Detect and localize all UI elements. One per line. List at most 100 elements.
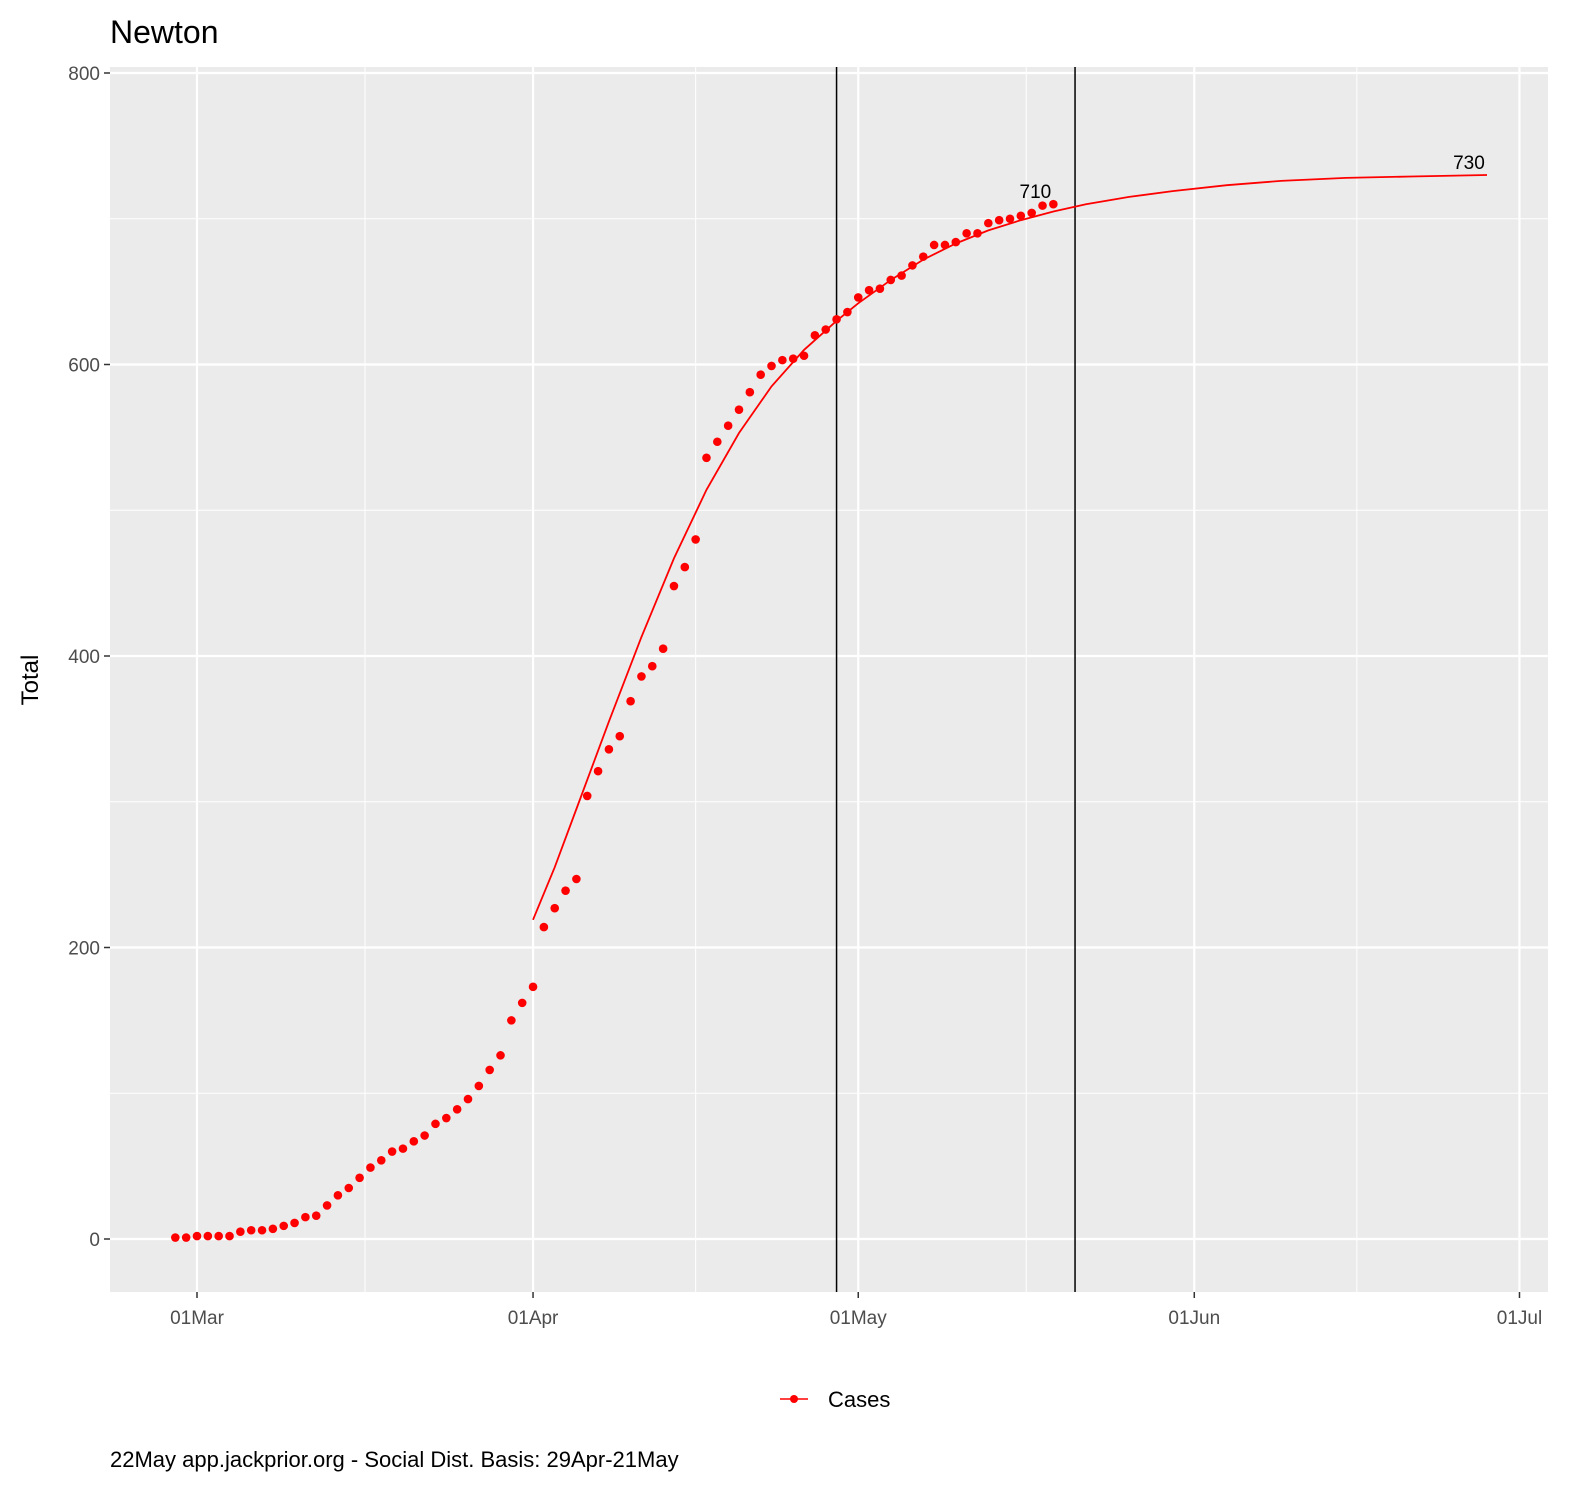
data-point	[788, 354, 798, 363]
y-tick-label: 800	[68, 64, 100, 85]
caption: 22May app.jackprior.org - Social Dist. B…	[110, 1447, 679, 1472]
y-tick-label: 400	[68, 647, 100, 668]
x-tick-label: 01Jul	[1497, 1308, 1542, 1329]
data-point	[1016, 211, 1026, 221]
data-point	[225, 1231, 234, 1241]
data-point	[908, 261, 917, 270]
plot-panel	[110, 67, 1548, 1292]
annotation-label: 710	[1020, 182, 1052, 203]
data-point	[246, 1225, 256, 1235]
data-point	[1049, 199, 1058, 209]
data-point	[301, 1212, 310, 1222]
data-point	[192, 1231, 202, 1241]
data-point	[604, 744, 614, 754]
fit-curve	[532, 174, 1488, 921]
data-point	[799, 351, 809, 361]
data-point	[734, 405, 744, 414]
y-tick-label: 600	[68, 356, 100, 377]
data-point	[723, 421, 733, 431]
data-point	[268, 1224, 278, 1234]
data-point	[691, 535, 700, 544]
data-point	[463, 1094, 473, 1104]
data-point	[474, 1081, 484, 1091]
data-point	[647, 661, 657, 671]
data-point	[539, 922, 549, 932]
data-point	[669, 581, 679, 591]
data-point	[810, 331, 820, 340]
data-point	[756, 370, 765, 380]
data-point	[767, 361, 776, 371]
data-point	[355, 1173, 364, 1183]
data-point	[637, 672, 646, 681]
grid	[110, 67, 1548, 1292]
data-point	[236, 1227, 245, 1237]
legend-dot	[790, 1395, 798, 1403]
data-point	[1027, 208, 1036, 218]
data-point	[366, 1163, 375, 1172]
data-point	[702, 453, 711, 463]
fit-line	[532, 174, 1488, 921]
vertical-lines	[835, 67, 1076, 1292]
y-axis-label: Total	[17, 655, 44, 706]
data-point	[951, 237, 961, 247]
axes: 01Mar 01Apr 01May 01Jun 01Jul 0 200 400 600 800	[68, 64, 1542, 1329]
data-point	[886, 275, 896, 285]
data-point	[973, 229, 982, 238]
data-point	[550, 903, 560, 913]
data-point	[257, 1225, 267, 1235]
data-point	[680, 562, 690, 572]
data-point	[507, 1016, 516, 1025]
data-point	[853, 293, 863, 302]
data-point	[832, 315, 841, 324]
data-point	[994, 215, 1004, 225]
data-point	[864, 285, 874, 295]
data-point	[626, 696, 635, 706]
data-point	[821, 325, 831, 334]
data-point	[561, 886, 570, 895]
data-point	[843, 307, 852, 317]
annotations: 710 730	[1020, 153, 1485, 203]
data-point	[398, 1144, 408, 1153]
chart-title: Newton	[110, 14, 219, 50]
data-point	[344, 1183, 354, 1193]
y-tick-label: 0	[89, 1230, 100, 1251]
x-tick-label: 01Apr	[508, 1308, 559, 1329]
data-point	[431, 1119, 440, 1129]
x-tick-label: 01Jun	[1168, 1308, 1220, 1329]
data-point	[452, 1104, 462, 1114]
data-point	[181, 1233, 191, 1242]
data-point	[376, 1155, 386, 1165]
data-point	[875, 284, 885, 294]
data-point	[984, 218, 993, 228]
data-point	[322, 1201, 332, 1210]
data-point	[290, 1218, 299, 1228]
data-point	[214, 1231, 223, 1241]
data-point	[420, 1131, 429, 1140]
case-points	[171, 199, 1058, 1242]
data-point	[333, 1190, 343, 1200]
annotation-label: 730	[1453, 153, 1485, 174]
data-point	[713, 437, 722, 447]
data-point	[279, 1221, 289, 1231]
data-point	[387, 1147, 397, 1156]
data-point	[171, 1233, 180, 1242]
data-point	[582, 791, 592, 801]
data-point	[593, 766, 603, 776]
x-tick-label: 01Mar	[170, 1308, 225, 1329]
data-point	[897, 271, 906, 280]
legend-label-cases: Cases	[828, 1387, 890, 1412]
data-point	[572, 874, 581, 884]
data-point	[940, 240, 950, 250]
data-point	[528, 982, 538, 992]
y-tick-label: 200	[68, 939, 100, 960]
data-point	[517, 998, 527, 1008]
data-point	[745, 387, 755, 397]
data-point	[1005, 214, 1015, 224]
data-point	[615, 731, 625, 741]
data-point	[409, 1137, 419, 1146]
data-point	[929, 240, 939, 250]
data-point	[496, 1051, 505, 1060]
x-tick-label: 01May	[830, 1308, 888, 1329]
data-point	[658, 644, 668, 654]
